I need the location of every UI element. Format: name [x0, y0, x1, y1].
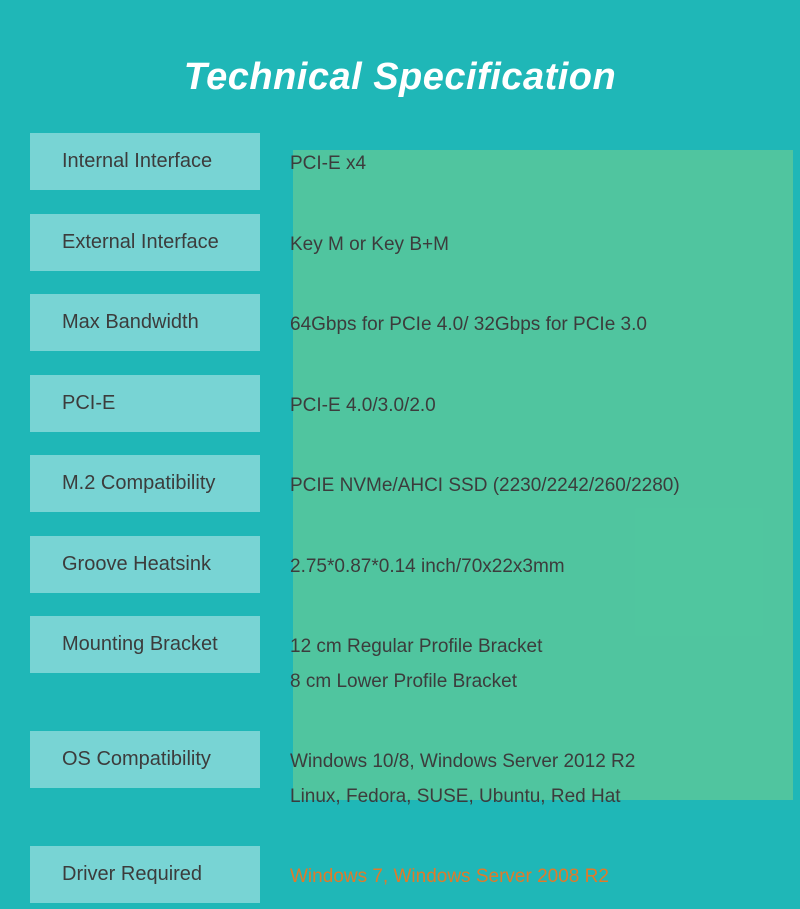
spec-value-line: Windows 10/8, Windows Server 2012 R2 — [290, 751, 635, 772]
table-row: External Interface Key M or Key B+M — [30, 214, 770, 277]
spec-value-line: Linux, Fedora, SUSE, Ubuntu, Red Hat — [290, 783, 770, 812]
spec-label: External Interface — [30, 214, 260, 271]
spec-value: 64Gbps for PCIe 4.0/ 32Gbps for PCIe 3.0 — [260, 294, 770, 357]
table-row: Internal Interface PCI-E x4 — [30, 133, 770, 196]
table-row: M.2 Compatibility PCIE NVMe/AHCI SSD (22… — [30, 455, 770, 518]
table-row: Groove Heatsink 2.75*0.87*0.14 inch/70x2… — [30, 536, 770, 599]
table-row: Max Bandwidth 64Gbps for PCIe 4.0/ 32Gbp… — [30, 294, 770, 357]
spec-value: PCI-E x4 — [260, 133, 770, 196]
spec-value: PCIE NVMe/AHCI SSD (2230/2242/260/2280) — [260, 455, 770, 518]
spec-value: Windows 7, Windows Server 2008 R2 — [260, 846, 770, 909]
spec-value: Key M or Key B+M — [260, 214, 770, 277]
page-title: Technical Specification — [0, 0, 800, 133]
spec-label: PCI-E — [30, 375, 260, 432]
spec-value: 12 cm Regular Profile Bracket 8 cm Lower… — [260, 616, 770, 713]
table-row: PCI-E PCI-E 4.0/3.0/2.0 — [30, 375, 770, 438]
spec-table: Internal Interface PCI-E x4 External Int… — [30, 133, 770, 909]
spec-value-line: 12 cm Regular Profile Bracket — [290, 636, 542, 657]
spec-label: OS Compatibility — [30, 731, 260, 788]
spec-value: 2.75*0.87*0.14 inch/70x22x3mm — [260, 536, 770, 599]
spec-label: Internal Interface — [30, 133, 260, 190]
table-row: Mounting Bracket 12 cm Regular Profile B… — [30, 616, 770, 713]
table-row: OS Compatibility Windows 10/8, Windows S… — [30, 731, 770, 828]
spec-label: Max Bandwidth — [30, 294, 260, 351]
spec-label: M.2 Compatibility — [30, 455, 260, 512]
spec-label: Mounting Bracket — [30, 616, 260, 673]
spec-value-line: 8 cm Lower Profile Bracket — [290, 668, 770, 697]
spec-label: Driver Required — [30, 846, 260, 903]
spec-label: Groove Heatsink — [30, 536, 260, 593]
spec-value: Windows 10/8, Windows Server 2012 R2 Lin… — [260, 731, 770, 828]
spec-value: PCI-E 4.0/3.0/2.0 — [260, 375, 770, 438]
table-row: Driver Required Windows 7, Windows Serve… — [30, 846, 770, 909]
